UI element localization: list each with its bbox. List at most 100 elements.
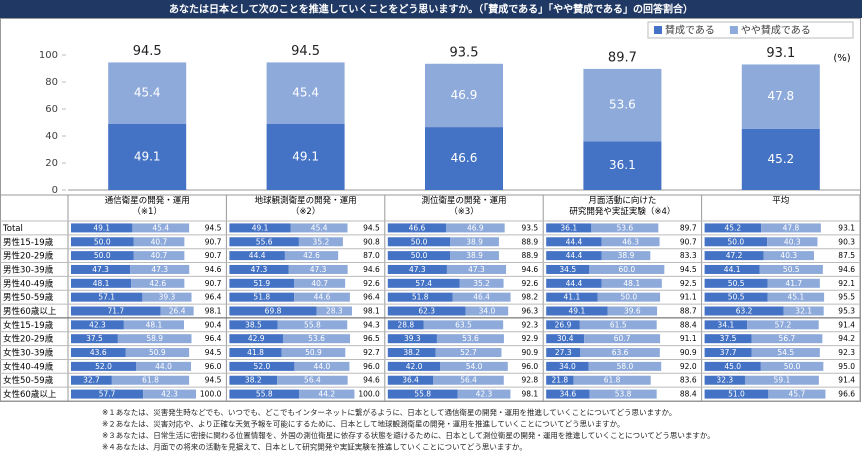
mini-bar-label: 48.1 [146, 320, 163, 329]
mini-bar [704, 306, 784, 316]
row-label: 男性20-29歳 [3, 251, 54, 262]
total-cell: 91.1 [680, 293, 697, 302]
total-cell: 94.6 [363, 265, 380, 274]
mini-bar [597, 292, 661, 302]
mini-bar-label: 41.8 [247, 348, 264, 357]
total-cell: 83.6 [680, 376, 697, 385]
mini-bar-label: 51.9 [253, 279, 270, 288]
mini-bar-label: 44.4 [249, 251, 266, 260]
mini-bar [294, 278, 346, 288]
mini-bar-label: 54.0 [466, 362, 483, 371]
total-label: 94.5 [291, 44, 320, 59]
row-label: 男性15-19歳 [3, 237, 54, 248]
total-cell: 92.0 [680, 362, 697, 371]
mini-bar-label: 44.4 [566, 237, 583, 246]
mini-bar [704, 292, 768, 302]
total-cell: 88.4 [680, 390, 697, 399]
legend-label: 賛成である [665, 24, 715, 37]
mini-bar [589, 264, 665, 274]
mini-bar [704, 348, 752, 358]
mini-bar-label: 55.8 [256, 390, 273, 399]
mini-bar-label: 40.7 [151, 237, 168, 246]
mini-bar [440, 361, 508, 371]
mini-bar [277, 320, 348, 330]
mini-bar-label: 42.0 [406, 362, 423, 371]
bar-value-label: 46.9 [451, 88, 478, 102]
mini-bar [601, 278, 662, 288]
y-tick-label: 80 [45, 77, 58, 88]
mini-bar [130, 264, 190, 274]
mini-bar [277, 375, 348, 385]
mini-bar-label: 47.3 [92, 265, 109, 274]
total-cell: 90.9 [680, 348, 697, 357]
total-label: 94.5 [133, 44, 162, 59]
mini-bar-label: 45.2 [724, 223, 741, 232]
mini-bar [229, 389, 300, 399]
mini-bar [142, 292, 192, 302]
category-label: 平均 [772, 196, 790, 206]
mini-bar [387, 334, 437, 344]
total-cell: 88.7 [680, 307, 697, 316]
mini-bar [783, 306, 824, 316]
mini-bar [704, 389, 769, 399]
mini-bar-label: 53.6 [308, 334, 325, 343]
mini-bar-label: 51.8 [412, 293, 429, 302]
legend-swatch [729, 26, 738, 34]
mini-bar-label: 48.1 [93, 279, 110, 288]
mini-bar-label: 39.3 [159, 293, 176, 302]
mini-bar [704, 251, 764, 261]
mini-bar-label: 50.9 [305, 348, 322, 357]
mini-bar [446, 264, 507, 274]
mini-bar-label: 42.3 [89, 320, 106, 329]
mini-bar [71, 320, 124, 330]
total-label: 89.7 [608, 50, 637, 65]
total-cell: 98.1 [205, 307, 222, 316]
bar [583, 68, 662, 142]
mini-bar-label: 63.5 [455, 320, 472, 329]
mini-bar-label: 21.8 [551, 376, 568, 385]
mini-bar [229, 223, 291, 233]
mini-bar-label: 60.7 [614, 334, 631, 343]
mini-bar [71, 361, 136, 371]
mini-bar-label: 51.8 [253, 293, 270, 302]
mini-bar [704, 375, 745, 385]
mini-bar-label: 37.5 [720, 334, 737, 343]
mini-bar-label: 37.5 [86, 334, 103, 343]
mini-bar [71, 251, 134, 261]
mini-bar-label: 60.0 [618, 265, 635, 274]
mini-bar [387, 389, 458, 399]
total-cell: 90.8 [363, 237, 380, 246]
row-label: 男性40-49歳 [3, 278, 54, 289]
total-cell: 83.3 [680, 251, 697, 260]
total-cell: 94.6 [363, 376, 380, 385]
total-cell: 92.5 [680, 279, 697, 288]
total-cell: 93.5 [521, 223, 538, 232]
mini-bar-label: 48.1 [623, 279, 640, 288]
mini-bar [387, 306, 466, 316]
total-cell: 98.1 [363, 307, 380, 316]
mini-bar-label: 57.7 [99, 390, 116, 399]
mini-bar-label: 41.1 [564, 293, 581, 302]
mini-bar-label: 47.3 [251, 265, 268, 274]
mini-bar-label: 28.8 [397, 320, 414, 329]
mini-bar-label: 56.7 [779, 334, 796, 343]
mini-bar-label: 45.4 [311, 223, 328, 232]
mini-bar [436, 334, 504, 344]
mini-bar-label: 45.4 [152, 223, 169, 232]
mini-bar [607, 306, 658, 316]
mini-bar-label: 53.6 [462, 334, 479, 343]
mini-bar [704, 320, 748, 330]
mini-bar [387, 320, 424, 330]
y-tick-label: 0 [52, 185, 58, 196]
total-cell: 96.5 [363, 334, 380, 343]
bar [741, 128, 820, 190]
mini-bar [71, 278, 132, 288]
mini-bar [573, 375, 651, 385]
mini-bar-label: 63.2 [736, 307, 753, 316]
mini-bar [387, 237, 451, 247]
total-cell: 96.3 [521, 307, 538, 316]
mini-bar [751, 348, 820, 358]
mini-bar-label: 57.4 [415, 279, 432, 288]
mini-bar [229, 306, 317, 316]
